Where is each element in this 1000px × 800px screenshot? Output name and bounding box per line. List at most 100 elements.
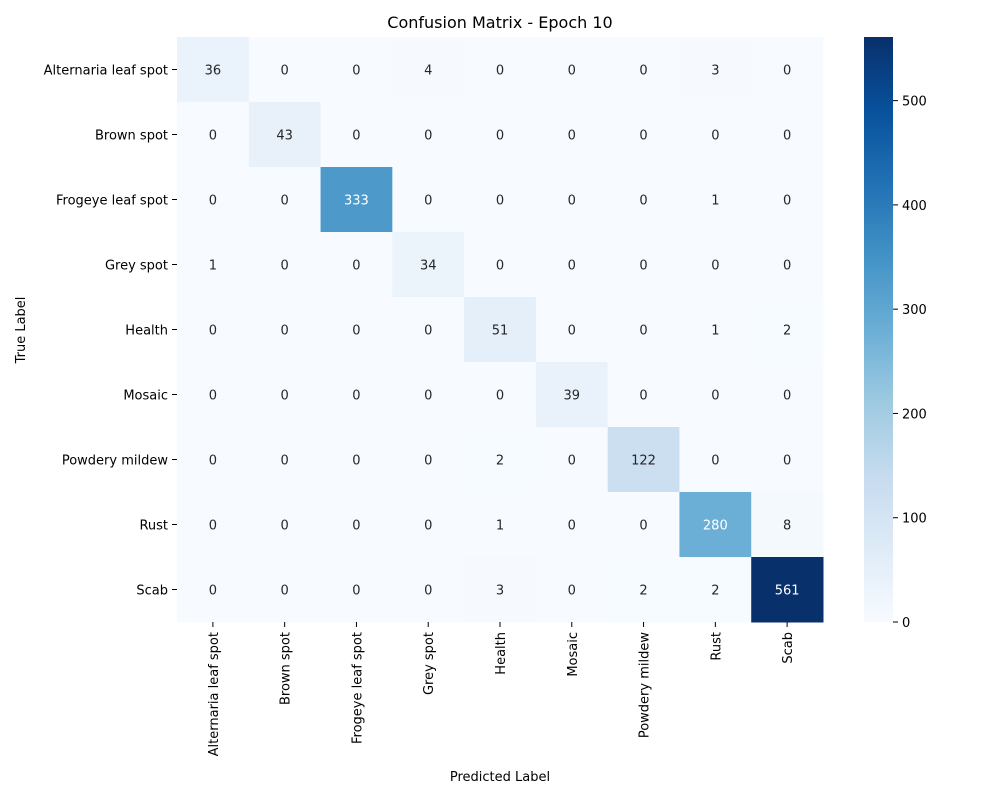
cell-value-label: 0 (281, 519, 289, 534)
cell-value-label: 0 (783, 389, 791, 404)
x-tick-label: Health (494, 632, 509, 675)
heatmap-cell (607, 492, 680, 558)
heatmap-cell (535, 102, 609, 168)
heatmap-cell (464, 362, 537, 428)
cell-value-label: 0 (352, 519, 360, 534)
heatmap-cell (320, 232, 393, 298)
y-tick-label: Grey spot (105, 259, 168, 274)
cell-value-label: 3 (496, 584, 504, 599)
heatmap-cell (464, 232, 537, 298)
cell-value-label: 0 (424, 389, 432, 404)
heatmap-cell (392, 297, 465, 363)
cell-value-label: 0 (496, 389, 504, 404)
cell-value-label: 0 (352, 259, 360, 274)
cell-value-label: 0 (424, 324, 432, 339)
cell-value-label: 34 (420, 259, 437, 274)
heatmap-cell (751, 297, 824, 363)
y-tick-label: Alternaria leaf spot (44, 64, 168, 79)
cell-value-label: 1 (711, 324, 719, 339)
heatmap-cell (679, 167, 752, 233)
heatmap-cell (535, 492, 609, 558)
cell-value-label: 1 (496, 519, 504, 534)
heatmap-cell (177, 167, 250, 233)
heatmap-cell (464, 297, 537, 363)
heatmap-cells (177, 37, 824, 623)
x-tick-label: Rust (709, 632, 724, 661)
cell-value-label: 2 (711, 584, 719, 599)
cell-value-label: 0 (711, 454, 719, 469)
colorbar-tick-label: 100 (902, 512, 927, 527)
heatmap-cell (607, 297, 680, 363)
heatmap-cell (535, 557, 609, 623)
cell-value-label: 51 (492, 324, 509, 339)
cell-value-label: 2 (639, 584, 647, 599)
heatmap-cell (392, 232, 465, 298)
heatmap-cell (679, 102, 752, 168)
heatmap-cell (248, 362, 322, 428)
heatmap-cell (177, 362, 250, 428)
cell-value-label: 0 (424, 129, 432, 144)
heatmap-cell (607, 557, 680, 623)
heatmap-cell (248, 297, 322, 363)
cell-value-label: 39 (564, 389, 581, 404)
heatmap-cell (320, 362, 393, 428)
heatmap-cell (320, 167, 393, 233)
cell-value-label: 1 (711, 194, 719, 209)
cell-value-label: 0 (496, 129, 504, 144)
heatmap-cell (392, 492, 465, 558)
cell-value-label: 0 (639, 389, 647, 404)
colorbar-gradient (864, 37, 893, 622)
heatmap-cell (464, 37, 537, 103)
cell-value-label: 0 (209, 519, 217, 534)
heatmap-cell (320, 102, 393, 168)
cell-value-label: 0 (209, 584, 217, 599)
heatmap-cell (177, 232, 250, 298)
cell-value-label: 0 (568, 64, 576, 79)
cell-value-label: 0 (281, 324, 289, 339)
cell-value-label: 0 (209, 324, 217, 339)
cell-value-label: 333 (344, 194, 369, 209)
y-tick-label: Mosaic (123, 389, 168, 404)
heatmap-cell (464, 167, 537, 233)
heatmap-cell (751, 37, 824, 103)
cell-value-label: 0 (352, 129, 360, 144)
heatmap-cell (464, 102, 537, 168)
cell-value-label: 0 (711, 129, 719, 144)
heatmap-cell (392, 37, 465, 103)
cell-value-label: 4 (424, 64, 432, 79)
heatmap-cell (751, 232, 824, 298)
cell-value-label: 561 (775, 584, 800, 599)
cell-value-label: 36 (205, 64, 222, 79)
cell-value-label: 0 (568, 454, 576, 469)
heatmap-cell (392, 557, 465, 623)
cell-value-label: 0 (209, 454, 217, 469)
y-tick-labels: Alternaria leaf spot Brown spot Frogeye le… (44, 64, 177, 599)
heatmap-cell (535, 37, 609, 103)
x-axis-label: Predicted Label (450, 770, 550, 785)
heatmap-cell (751, 167, 824, 233)
cell-value-label: 0 (352, 584, 360, 599)
heatmap-cell (392, 102, 465, 168)
y-tick-label: Powdery mildew (62, 454, 169, 469)
heatmap-cell (464, 557, 537, 623)
cell-value-label: 1 (209, 259, 217, 274)
cell-value-label: 0 (568, 519, 576, 534)
heatmap-cell (535, 167, 609, 233)
cell-value-label: 0 (496, 64, 504, 79)
cell-value-label: 0 (568, 129, 576, 144)
cell-value-label: 0 (281, 584, 289, 599)
colorbar: 0 100 200 300 400 500 (864, 37, 927, 631)
heatmap-cell (679, 427, 752, 493)
heatmap-cell (320, 297, 393, 363)
x-tick-label: Alternaria leaf spot (207, 632, 222, 756)
heatmap-cell (248, 37, 322, 103)
cell-value-label: 0 (209, 389, 217, 404)
colorbar-tick-label: 0 (902, 616, 910, 631)
heatmap-cell (679, 37, 752, 103)
x-tick-label: Powdery mildew (638, 632, 653, 739)
cell-value-label: 2 (783, 324, 791, 339)
heatmap-cell (751, 362, 824, 428)
y-tick-label: Scab (136, 584, 168, 599)
cell-value-label: 0 (711, 389, 719, 404)
heatmap-cell (177, 492, 250, 558)
